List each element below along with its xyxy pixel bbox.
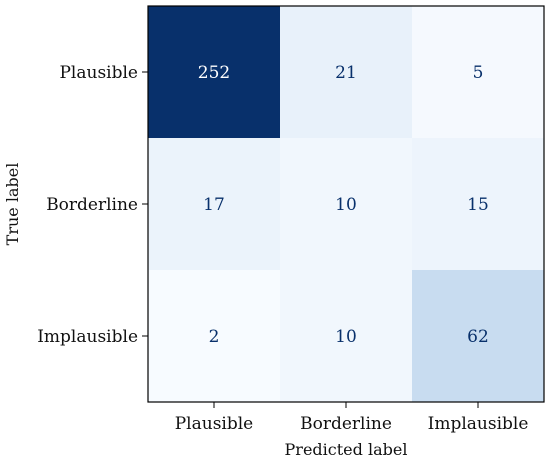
cell-value-label: 15	[467, 195, 489, 215]
cell-value-label: 17	[203, 195, 225, 215]
heatmap-cells: 252 21 5 17 10 15 2 10 62	[148, 6, 545, 403]
cell-value-label: 5	[473, 63, 484, 83]
cell-value-label: 10	[335, 195, 357, 215]
x-axis-ticks: Plausible Borderline Implausible	[175, 402, 529, 434]
cell-value-label: 10	[335, 327, 357, 347]
heatmap-cell	[280, 270, 413, 403]
x-tick-label: Plausible	[175, 414, 254, 434]
heatmap-cell	[148, 6, 281, 139]
cell-value-label: 21	[335, 63, 357, 83]
cell-value-label: 2	[209, 327, 220, 347]
y-axis-ticks: Plausible Borderline Implausible	[37, 63, 148, 347]
x-tick-label: Borderline	[300, 414, 392, 434]
heatmap-cell	[412, 270, 545, 403]
y-axis-label: True label	[3, 163, 22, 246]
heatmap-cell	[412, 6, 545, 139]
y-tick-label: Borderline	[46, 195, 138, 215]
heatmap-cell	[280, 138, 413, 271]
cell-value-label: 252	[198, 63, 230, 83]
x-axis-label: Predicted label	[285, 440, 408, 459]
heatmap-cell	[148, 138, 281, 271]
heatmap-cell	[148, 270, 281, 403]
x-tick-label: Implausible	[428, 414, 529, 434]
heatmap-cell	[280, 6, 413, 139]
cell-value-label: 62	[467, 327, 489, 347]
heatmap-cell	[412, 138, 545, 271]
y-tick-label: Plausible	[59, 63, 138, 83]
y-tick-label: Implausible	[37, 327, 138, 347]
